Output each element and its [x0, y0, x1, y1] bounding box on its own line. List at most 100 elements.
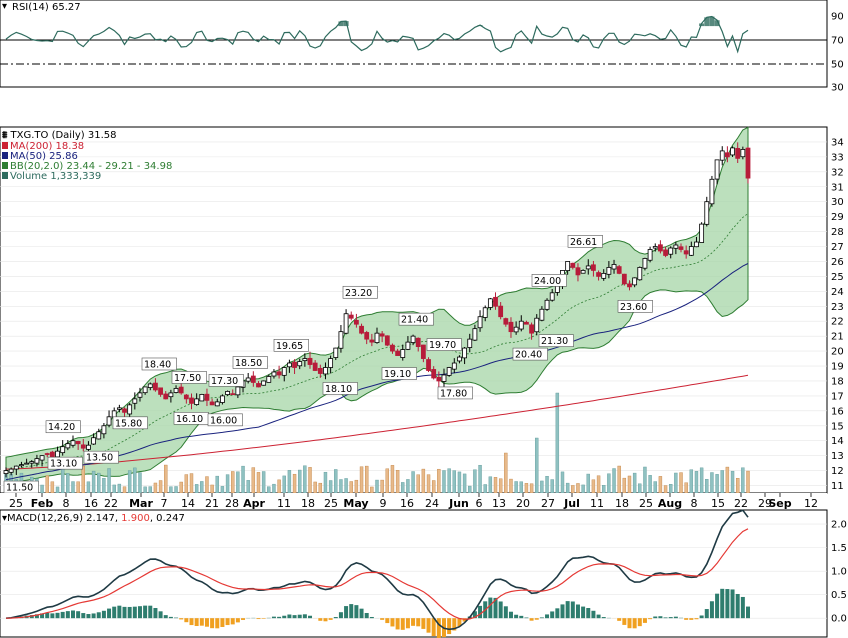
- price-tick-label: 32: [831, 167, 844, 178]
- date-tick-label: 11: [590, 497, 604, 510]
- volume-bar: [638, 483, 642, 494]
- price-annotation-label: 23.20: [345, 288, 372, 299]
- volume-bar: [45, 475, 49, 494]
- macd-hist-bar: [81, 613, 86, 619]
- volume-bar: [272, 483, 276, 494]
- volume-bar: [256, 472, 261, 494]
- macd-hist-bar: [478, 605, 483, 619]
- rsi-line: [5, 15, 749, 54]
- macd-hist-bar: [735, 593, 740, 619]
- rsi-overbought-area: [343, 21, 349, 27]
- macd-hist-bar: [684, 618, 689, 620]
- volume-bar: [576, 483, 580, 494]
- candle-body: [29, 461, 35, 464]
- price-annotation-box: [273, 339, 309, 352]
- candle-body: [333, 347, 339, 358]
- macd-hist-bar: [452, 618, 457, 631]
- volume-bar: [179, 481, 183, 494]
- macd-hist-bar: [457, 618, 462, 627]
- macd-hist-bar: [668, 617, 673, 619]
- legend-swatch: [2, 172, 8, 179]
- macd-hist-bar: [101, 610, 106, 619]
- candle-body: [271, 371, 277, 377]
- volume-bar: [725, 466, 730, 494]
- macd-hist-bar: [653, 616, 658, 619]
- candle-body: [621, 273, 627, 285]
- macd-hist-bar: [163, 615, 168, 619]
- macd-hist-bar: [689, 618, 694, 620]
- volume-bar: [689, 469, 694, 494]
- candle-body: [539, 308, 545, 321]
- candle-body: [292, 361, 297, 368]
- price-tick-label: 13: [831, 451, 844, 462]
- volume-bar: [364, 465, 369, 494]
- volume-bar: [169, 486, 173, 494]
- rsi-overbought-area: [338, 21, 344, 27]
- macd-hist-bar: [271, 616, 276, 619]
- macd-hist-bar: [390, 618, 395, 627]
- volume-bar: [529, 483, 534, 494]
- macd-hist-bar: [725, 589, 730, 619]
- candle-body: [328, 358, 334, 368]
- price-annotation-box: [83, 450, 119, 464]
- volume-bars: [4, 392, 750, 494]
- date-tick-label: 27: [541, 497, 555, 510]
- volume-bar: [431, 480, 436, 494]
- date-tick-label: 11: [277, 497, 291, 510]
- macd-hist-bar: [421, 618, 426, 629]
- price-tick-label: 33: [831, 152, 844, 163]
- volume-bar: [76, 481, 80, 494]
- macd-hist-bar: [112, 606, 117, 619]
- candle-body: [678, 246, 684, 250]
- macd-hist-bar: [282, 615, 287, 619]
- volume-bar: [565, 482, 570, 494]
- candle-body: [142, 386, 148, 394]
- macd-hist-bar: [45, 612, 50, 619]
- price-annotation-box: [342, 285, 378, 299]
- macd-hist-bar: [122, 606, 127, 619]
- macd-hist-bar: [328, 618, 333, 620]
- price-annotation-box: [426, 338, 462, 351]
- candle-body: [410, 335, 416, 343]
- candle-body: [86, 444, 91, 450]
- macd-hist-bar: [581, 606, 586, 619]
- volume-bar: [612, 468, 616, 494]
- candle-body: [178, 386, 184, 394]
- candle-body: [276, 371, 282, 376]
- candle-body: [601, 272, 607, 279]
- volume-bar: [617, 465, 621, 494]
- candle-body: [498, 305, 504, 318]
- price-tick-label: 11: [831, 481, 844, 492]
- candle-body: [683, 250, 689, 255]
- price-annotation-box: [617, 300, 653, 313]
- price-annotation-box: [208, 374, 244, 387]
- legend-item: BB(20,2.0) 23.44 - 29.21 - 34.98: [10, 161, 172, 172]
- macd-hist-bar: [715, 593, 720, 619]
- candle-body: [70, 440, 76, 446]
- candle-body: [189, 397, 194, 404]
- macd-hist-bar: [416, 618, 421, 627]
- candle-body: [431, 369, 437, 379]
- volume-bar: [308, 467, 312, 494]
- macd-hist-bar: [663, 617, 668, 619]
- date-tick-label: 24: [425, 497, 439, 510]
- date-tick-label: 25: [324, 497, 338, 510]
- candle-body: [472, 328, 478, 341]
- candle-body: [173, 388, 179, 393]
- macd-hist-bar: [673, 616, 678, 619]
- price-annotation-label: 19.65: [276, 341, 303, 352]
- candle-body: [266, 376, 272, 383]
- macd-hist-bar: [29, 615, 34, 619]
- volume-bar: [735, 478, 740, 494]
- rsi-overbought-area: [709, 16, 715, 27]
- candlesticks: [3, 142, 751, 478]
- macd-hist-bar: [50, 613, 55, 619]
- macd-hist-bar: [199, 618, 204, 626]
- candle-body: [446, 367, 452, 376]
- candle-body: [585, 265, 591, 270]
- volume-bar: [117, 483, 122, 494]
- volume-bar: [426, 474, 431, 494]
- date-tick-label: 18: [301, 497, 315, 510]
- volume-bar: [632, 472, 637, 494]
- candle-body: [740, 149, 746, 158]
